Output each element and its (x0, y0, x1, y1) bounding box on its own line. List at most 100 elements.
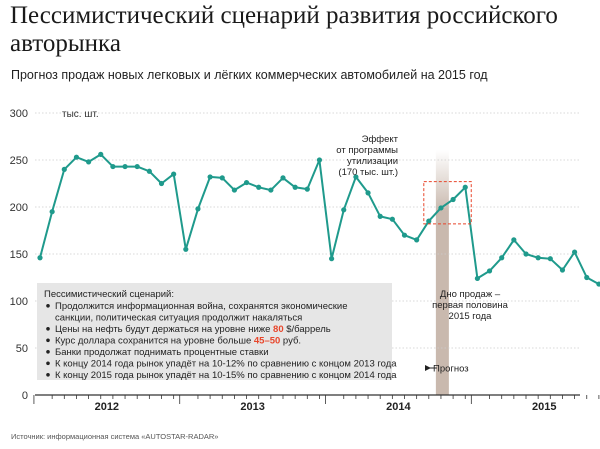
x-tick-label: 2014 (386, 401, 411, 413)
scenario-item: Продолжится информационная война, сохран… (55, 301, 347, 312)
data-point (304, 186, 310, 192)
bullet (46, 338, 50, 343)
effect-annotation: утилизации (347, 156, 398, 167)
data-point (559, 267, 566, 273)
data-point (584, 274, 590, 281)
item-text: Банки продолжат поднимать процентные ста… (55, 347, 269, 358)
item-text: $/баррель (284, 324, 331, 335)
scenario-item: К концу 2014 года рынок упадёт на 10-12%… (55, 359, 397, 370)
item-text: Цены на нефть будут держаться на уровне … (55, 324, 273, 335)
item-text: К концу 2014 года рынок упадёт на 10-12%… (55, 359, 397, 370)
data-point (572, 249, 578, 255)
effect-annotation: (170 тыс. шт.) (338, 167, 398, 178)
data-point (292, 184, 298, 190)
highlight-value: 80 (273, 324, 284, 335)
highlight-value: 45–50 (254, 336, 280, 347)
data-point (86, 159, 92, 165)
data-point (596, 281, 600, 287)
data-point (110, 163, 116, 170)
data-point (462, 184, 468, 190)
item-text: К концу 2015 года рынок упадёт на 10-15%… (55, 370, 397, 381)
bottom-annotation: первая половина (432, 300, 508, 311)
data-point (523, 251, 529, 257)
bullet (46, 304, 50, 308)
bottom-annotation: Дно продаж – (440, 289, 501, 300)
data-point (61, 166, 67, 172)
data-point (256, 184, 262, 190)
chart-subtitle: Прогноз продаж новых легковых и лёгких к… (11, 68, 488, 82)
data-point (438, 205, 444, 211)
data-point (73, 154, 80, 160)
item-text: санкции, политическая ситуация продолжит… (55, 313, 302, 324)
scenario-header: Пессимистический сценарий: (44, 289, 174, 300)
data-point (316, 157, 323, 163)
forecast-band (435, 150, 449, 395)
data-point (195, 206, 201, 212)
y-tick-label: 0 (22, 390, 28, 402)
forecast-label: Прогноз (433, 364, 469, 375)
bottom-annotation: 2015 года (449, 311, 493, 322)
data-point (98, 151, 104, 157)
bullet (46, 350, 50, 354)
item-text: руб. (280, 336, 301, 347)
data-point (474, 275, 480, 282)
y-tick-label: 150 (10, 249, 28, 261)
x-tick-label: 2013 (240, 401, 264, 413)
data-point (547, 256, 553, 262)
effect-annotation: Эффект (362, 134, 399, 145)
source-note: Источник: информационная система «AUTOST… (11, 432, 219, 441)
data-point (426, 218, 432, 224)
item-text: Курс доллара сохранится на уровне больше (55, 336, 254, 347)
data-point (280, 175, 286, 181)
series-line (39, 153, 600, 286)
chart-title: Пессимистический сценарий развития росси… (10, 2, 558, 57)
y-tick-label: 100 (10, 296, 28, 308)
data-point (414, 237, 420, 243)
x-tick-label: 2012 (95, 401, 119, 413)
data-point (329, 256, 335, 262)
x-tick-label: 2015 (532, 401, 556, 413)
data-point (511, 237, 517, 243)
data-point (341, 207, 347, 213)
data-point (231, 187, 237, 193)
item-text: Продолжится информационная война, сохран… (55, 301, 347, 312)
scenario-item: санкции, политическая ситуация продолжит… (55, 313, 302, 324)
data-point (49, 209, 55, 215)
y-tick-label: 200 (10, 202, 28, 214)
data-point (353, 174, 359, 180)
data-point (377, 213, 383, 219)
data-point (146, 168, 152, 174)
data-point (401, 232, 408, 238)
bullet (46, 373, 50, 377)
data-point (37, 255, 43, 261)
data-point (134, 163, 140, 170)
data-point (243, 179, 250, 186)
bullet (46, 327, 50, 331)
scenario-item: Цены на нефть будут держаться на уровне … (55, 324, 331, 335)
data-point (171, 171, 177, 177)
data-point (219, 175, 225, 181)
data-point (122, 163, 128, 170)
data-point (207, 174, 213, 180)
data-point (268, 187, 274, 193)
data-point (158, 180, 165, 187)
data-point (486, 268, 493, 274)
effect-annotation: от программы (336, 145, 398, 156)
scenario-box (37, 283, 392, 380)
bullet (46, 361, 50, 366)
y-axis-label: тыс. шт. (62, 109, 99, 120)
data-point (389, 216, 395, 222)
y-tick-label: 300 (10, 108, 28, 120)
data-point (450, 196, 456, 203)
data-point (499, 255, 505, 261)
scenario-item: Курс доллара сохранится на уровне больше… (55, 336, 301, 347)
data-point (183, 246, 189, 252)
scenario-item: К концу 2015 года рынок упадёт на 10-15%… (55, 370, 397, 381)
y-tick-label: 250 (10, 155, 28, 167)
forecast-arrow-icon (425, 365, 431, 371)
scenario-item: Банки продолжат поднимать процентные ста… (55, 347, 269, 358)
y-tick-label: 50 (16, 343, 28, 355)
data-point (535, 255, 541, 261)
data-point (365, 190, 371, 196)
